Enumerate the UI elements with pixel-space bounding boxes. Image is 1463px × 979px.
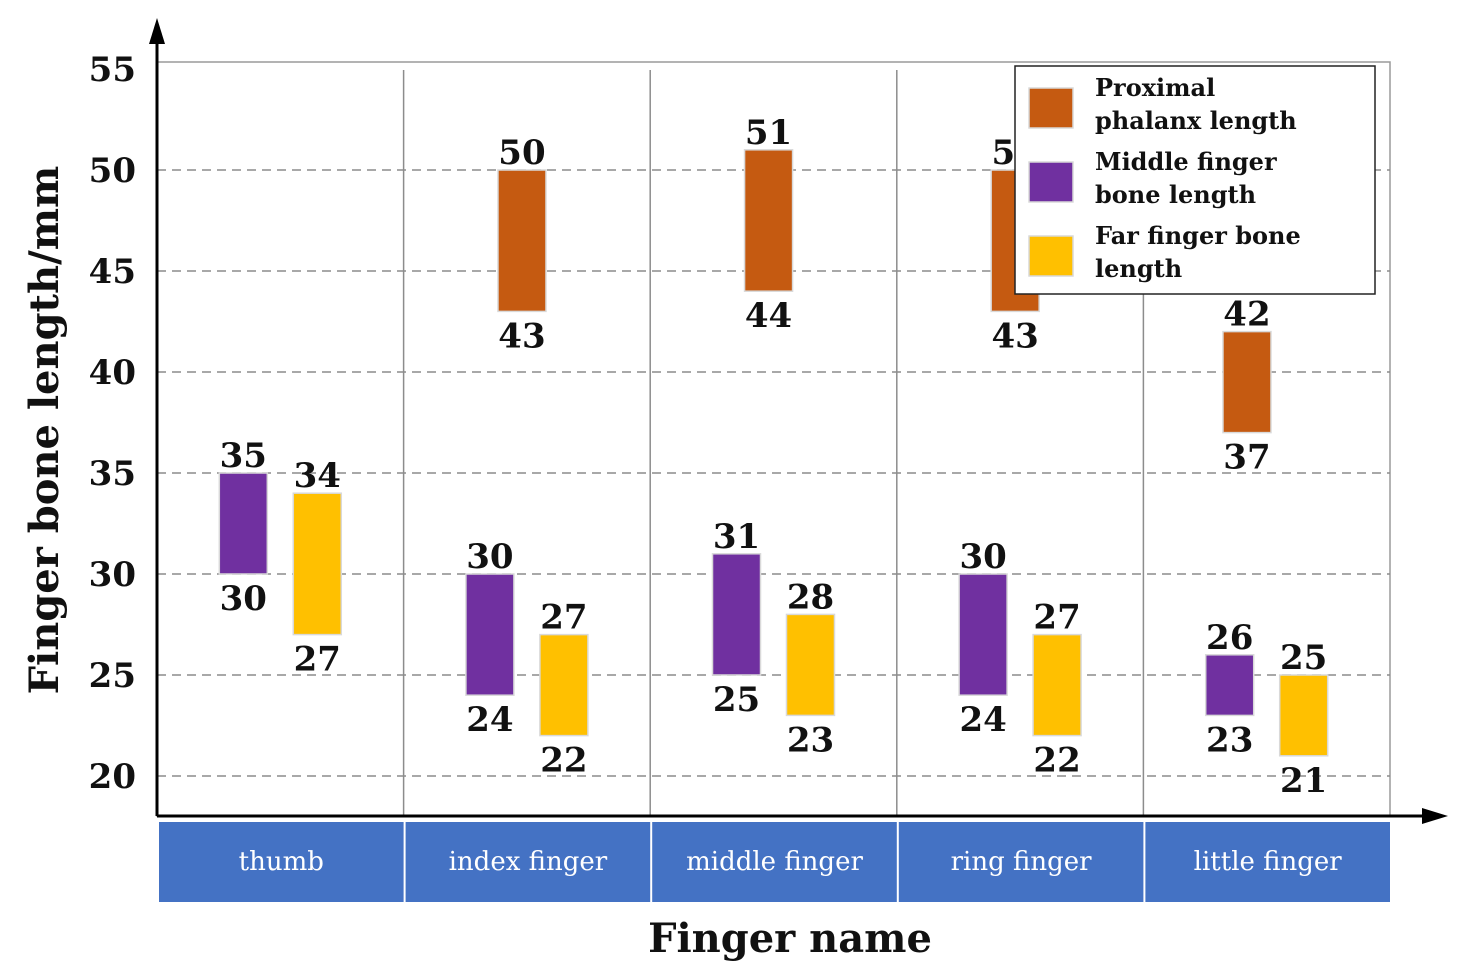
legend-label-3-line-2: length	[1095, 254, 1182, 283]
value-label-high-1-3: 51	[745, 113, 792, 153]
category-cell-3	[652, 822, 897, 902]
y-tick-label-20: 20	[89, 757, 136, 797]
bar-1-3	[743, 149, 794, 292]
value-label-high-2-4: 30	[959, 537, 1006, 577]
y-axis-title: Finger bone length/mm	[21, 166, 68, 695]
bar-2-5	[1204, 654, 1255, 717]
bar-3-1	[292, 492, 343, 636]
value-label-low-2-1: 30	[220, 579, 267, 619]
bar-3-4	[1032, 633, 1082, 737]
legend-swatch-1	[1028, 87, 1074, 129]
value-label-high-3-4: 27	[1033, 598, 1080, 638]
category-cell-1	[159, 822, 404, 902]
y-tick-label-30: 30	[89, 555, 136, 595]
value-label-high-2-1: 35	[220, 436, 267, 476]
x-axis-arrow	[1422, 808, 1448, 824]
y-tick-label-50: 50	[89, 151, 136, 191]
legend-label-3-line-1: Far finger bone	[1095, 221, 1301, 250]
bar-3-3	[785, 613, 836, 717]
bar-2-2	[465, 573, 515, 696]
y-tick-label-35: 35	[89, 454, 136, 494]
bar-1-2	[497, 169, 547, 313]
y-tick-label-40: 40	[89, 353, 136, 393]
value-label-high-1-2: 50	[498, 133, 545, 173]
value-label-high-3-2: 27	[540, 598, 587, 638]
category-cell-2	[405, 822, 651, 902]
value-label-high-2-2: 30	[466, 537, 513, 577]
value-label-low-3-3: 23	[787, 720, 834, 760]
category-label-1: thumb	[239, 847, 324, 877]
y-axis-arrow	[149, 18, 165, 44]
value-label-low-3-4: 22	[1033, 741, 1080, 781]
value-label-low-2-3: 25	[713, 680, 760, 720]
value-label-high-3-1: 34	[294, 456, 341, 496]
bar-2-4	[958, 573, 1008, 696]
bar-2-1	[218, 472, 269, 575]
value-label-low-3-1: 27	[294, 640, 341, 680]
value-label-high-1-5: 42	[1223, 295, 1270, 335]
value-label-low-1-2: 43	[498, 316, 545, 356]
legend: Proximal phalanx length Middle finger bone …	[1014, 65, 1376, 295]
category-label-5: little finger	[1194, 847, 1343, 877]
value-label-low-1-3: 44	[745, 296, 792, 336]
value-label-low-1-4: 43	[992, 316, 1039, 356]
value-label-low-3-2: 22	[540, 741, 587, 781]
category-label-2: index finger	[449, 847, 608, 877]
value-label-low-3-5: 21	[1280, 761, 1327, 801]
value-label-high-3-5: 25	[1280, 638, 1327, 678]
legend-label-2-line-2: bone length	[1095, 180, 1256, 209]
bar-2-3	[711, 553, 762, 676]
value-label-low-1-5: 37	[1223, 438, 1270, 478]
x-axis-title: Finger name	[648, 915, 932, 962]
value-labels: 3530342750433024272251443125282350433024…	[220, 113, 1328, 801]
legend-label-1-line-1: Proximal	[1095, 73, 1215, 102]
value-label-low-2-4: 24	[959, 700, 1006, 740]
legend-swatch-2	[1028, 161, 1074, 203]
y-tick-label-55: 55	[89, 50, 136, 90]
category-label-3: middle finger	[686, 847, 863, 877]
category-cell-5	[1145, 822, 1390, 902]
legend-label-1-line-2: phalanx length	[1095, 106, 1297, 135]
value-label-high-2-3: 31	[713, 517, 760, 557]
bar-3-5	[1278, 674, 1329, 757]
y-tick-label-45: 45	[89, 252, 136, 292]
value-label-high-2-5: 26	[1206, 618, 1253, 658]
bar-1-5	[1222, 330, 1272, 434]
value-label-high-3-3: 28	[787, 577, 834, 617]
y-tick-label-25: 25	[89, 656, 136, 696]
y-tick-labels: 20 25 30 35 40 45 50 55	[89, 50, 136, 797]
value-label-low-2-5: 23	[1206, 720, 1253, 760]
bar-3-2	[539, 633, 589, 737]
value-label-low-2-2: 24	[466, 700, 513, 740]
category-label-4: ring finger	[951, 847, 1093, 877]
category-cell-4	[898, 822, 1144, 902]
legend-swatch-3	[1028, 235, 1074, 277]
category-label-bar: thumb index finger middle finger ring finge…	[159, 822, 1390, 902]
legend-label-2-line-1: Middle finger	[1095, 147, 1277, 176]
legend-box	[1014, 65, 1376, 295]
axes	[149, 18, 1448, 824]
